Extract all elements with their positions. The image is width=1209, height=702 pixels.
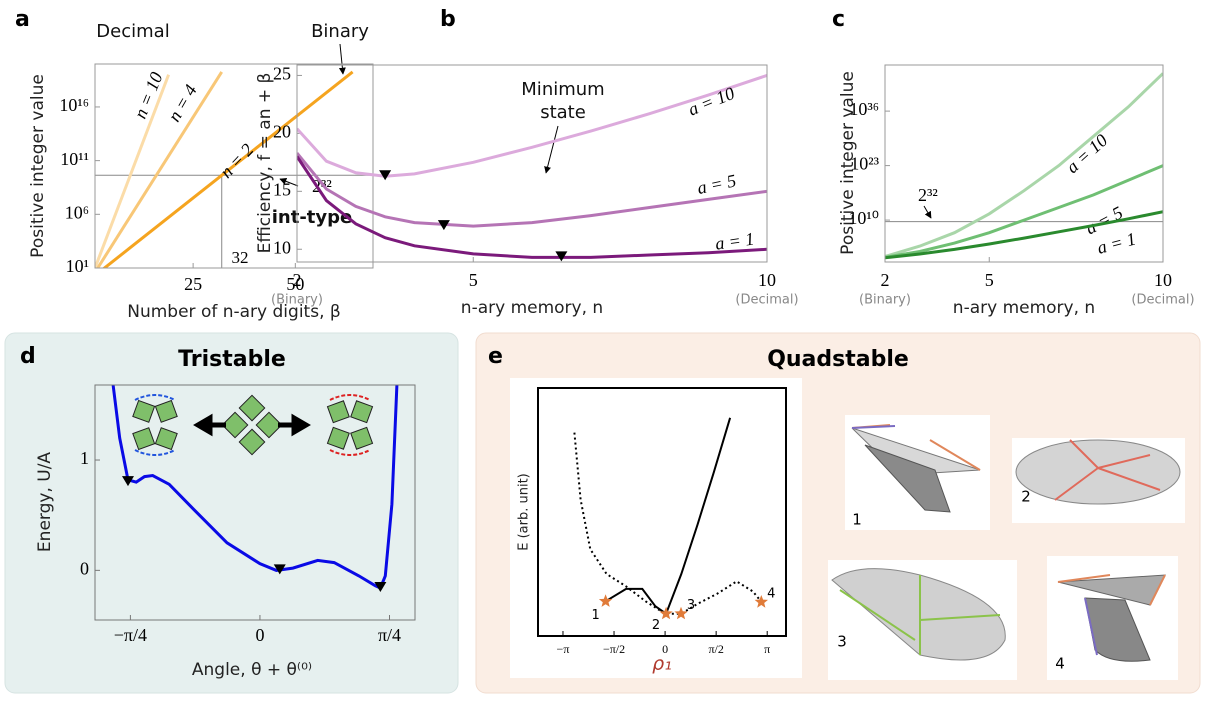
pointer — [924, 206, 931, 218]
y-tick-label: 10⁶ — [65, 202, 89, 222]
series-label: a = 5 — [695, 170, 737, 198]
pointer — [546, 126, 558, 173]
y-axis-label: Efficiency, f = an + β — [255, 73, 275, 254]
y-axis-label: Energy, U/A — [35, 452, 55, 552]
panel-title: Tristable — [178, 347, 286, 372]
series-line — [297, 153, 767, 226]
reference-label: 32 — [232, 248, 249, 267]
panel-letter: d — [20, 344, 36, 369]
annotation: Minimum — [521, 79, 604, 100]
x-tick-label: 2 — [293, 270, 302, 290]
x-tick-label: 0 — [255, 625, 264, 645]
y-tick-label: 10³⁶ — [849, 99, 879, 119]
y-axis-label: Positive integer value — [28, 74, 48, 258]
series-label: n = 4 — [164, 81, 201, 125]
y-tick-label: 10¹¹ — [60, 149, 89, 169]
x-tick-label: 0 — [662, 642, 668, 656]
illustration-label: 2 — [1021, 488, 1031, 506]
x-tick-label: −π/2 — [603, 642, 625, 656]
y-tick-label: 1 — [80, 448, 89, 468]
marker-label: 2 — [652, 618, 660, 633]
panel-letter: c — [832, 7, 845, 32]
x-tick-label: 25 — [184, 274, 202, 294]
panel-letter: a — [15, 7, 30, 32]
illustration-label: 4 — [1055, 655, 1065, 673]
x-tick-label: 2 — [881, 270, 890, 290]
annotation: (Decimal) — [1131, 293, 1194, 308]
x-axis-label: n-ary memory, n — [953, 298, 1095, 318]
y-tick-label: 10¹⁰ — [848, 208, 879, 228]
annotation: state — [540, 102, 586, 123]
figure: aNumber of n-ary digits, βPositive integ… — [0, 0, 1209, 698]
annotation: (Decimal) — [735, 293, 798, 308]
y-tick-label: 10²³ — [850, 154, 879, 174]
annotation: Binary — [311, 21, 369, 42]
x-tick-label: −π — [557, 642, 570, 656]
x-tick-label: −π/4 — [114, 625, 147, 645]
series-line — [885, 73, 1163, 256]
illustration-label: 1 — [852, 511, 862, 529]
y-tick-label: 20 — [273, 121, 291, 141]
marker-label: 1 — [591, 608, 599, 623]
x-tick-label: 10 — [758, 270, 776, 290]
annotation: (Binary) — [859, 293, 911, 308]
x-axis-label: ρ₁ — [652, 653, 672, 675]
y-tick-label: 0 — [80, 558, 89, 578]
y-tick-label: 25 — [273, 64, 291, 84]
x-axis-label: n-ary memory, n — [461, 298, 603, 318]
panel-letter: b — [440, 7, 456, 32]
x-tick-label: 5 — [469, 270, 478, 290]
x-tick-label: 10 — [1154, 270, 1172, 290]
panel-title: Quadstable — [767, 347, 909, 372]
marker-label: 3 — [687, 598, 695, 613]
x-tick-label: π/4 — [378, 625, 401, 645]
series-label: a = 10 — [1062, 130, 1111, 177]
series-label: a = 10 — [685, 83, 737, 120]
annotation: (Binary) — [271, 293, 323, 308]
panel-letter: e — [488, 344, 503, 369]
x-tick-label: π — [764, 642, 770, 656]
pointer — [340, 44, 343, 74]
x-tick-label: π/2 — [708, 642, 723, 656]
x-tick-label: 5 — [985, 270, 994, 290]
y-axis-label: E (arb. unit) — [517, 473, 532, 551]
series-line — [297, 157, 767, 258]
y-tick-label: 15 — [273, 179, 291, 199]
x-axis-label: Angle, θ + θ⁽⁰⁾ — [192, 660, 312, 680]
illustration-label: 3 — [837, 633, 847, 651]
marker-label: 4 — [767, 587, 775, 602]
annotation: Decimal — [96, 21, 169, 42]
y-tick-label: 10¹⁶ — [59, 95, 89, 115]
y-tick-label: 10¹ — [66, 256, 89, 276]
y-tick-label: 10 — [273, 237, 291, 257]
reference-label: 2³² — [918, 185, 938, 205]
